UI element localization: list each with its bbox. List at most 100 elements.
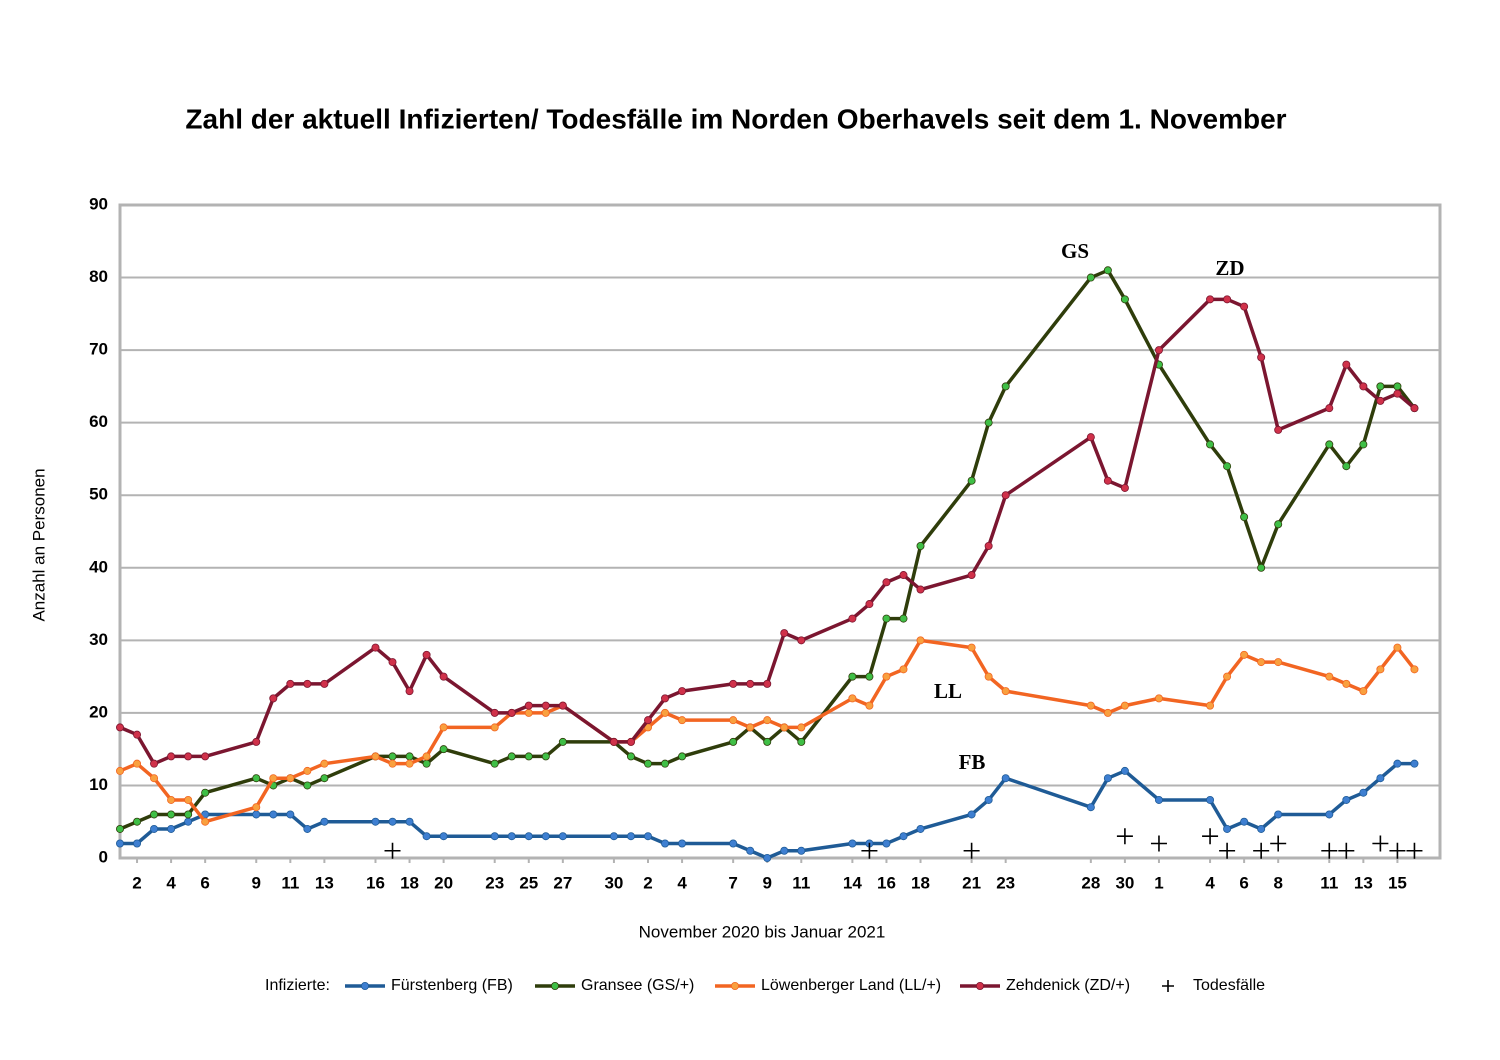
point: [661, 839, 670, 848]
point: [303, 766, 312, 775]
point: [1325, 404, 1334, 413]
point: [116, 723, 125, 732]
point: [184, 810, 193, 819]
point: [729, 839, 738, 848]
point: [524, 832, 533, 841]
x-tick-label: 4: [1205, 873, 1215, 892]
x-tick-label: 18: [400, 873, 419, 892]
point: [269, 810, 278, 819]
point: [1359, 788, 1368, 797]
point: [1410, 665, 1419, 674]
point: [1223, 295, 1232, 304]
death-marker: [1372, 835, 1389, 852]
death-marker: [1389, 842, 1406, 859]
point: [201, 817, 210, 826]
point: [252, 803, 261, 812]
point: [558, 737, 567, 746]
point: [746, 846, 755, 855]
point: [252, 810, 261, 819]
point: [1206, 701, 1215, 710]
x-tick-label: 25: [519, 873, 538, 892]
point: [269, 774, 278, 783]
death-marker: [1219, 842, 1236, 859]
x-tick-label: 13: [1354, 873, 1373, 892]
legend-label: Todesfälle: [1193, 977, 1265, 994]
point: [133, 730, 142, 739]
point: [1001, 774, 1010, 783]
point: [116, 824, 125, 833]
point: [405, 817, 414, 826]
point: [541, 752, 550, 761]
point: [746, 679, 755, 688]
point: [916, 585, 925, 594]
point: [422, 650, 431, 659]
legend-marker: [731, 982, 740, 991]
point: [320, 679, 329, 688]
point: [916, 542, 925, 551]
point: [1393, 389, 1402, 398]
point: [1274, 425, 1283, 434]
x-tick-label: 23: [996, 873, 1015, 892]
point: [609, 737, 618, 746]
point: [882, 672, 891, 681]
point: [1001, 687, 1010, 696]
chart-title: Zahl der aktuell Infizierten/ Todesfälle…: [185, 103, 1286, 134]
point: [644, 759, 653, 768]
point: [780, 846, 789, 855]
point: [1001, 382, 1010, 391]
legend-marker: [551, 982, 560, 991]
legend-label: Löwenberger Land (LL/+): [761, 977, 941, 994]
y-tick-label: 30: [89, 630, 108, 649]
point: [763, 716, 772, 725]
point: [116, 839, 125, 848]
point: [1086, 433, 1095, 442]
point: [678, 839, 687, 848]
point: [1120, 295, 1129, 304]
point: [882, 578, 891, 587]
point: [371, 752, 380, 761]
x-tick-label: 1: [1154, 873, 1163, 892]
annotation: GS: [1061, 239, 1089, 263]
y-axis-label: Anzahl an Personen: [29, 468, 48, 621]
point: [1223, 824, 1232, 833]
point: [626, 752, 635, 761]
point: [405, 752, 414, 761]
point: [848, 672, 857, 681]
point: [269, 694, 278, 703]
point: [388, 658, 397, 667]
point: [388, 759, 397, 768]
point: [729, 679, 738, 688]
point: [439, 745, 448, 754]
x-tick-label: 11: [281, 873, 299, 892]
point: [201, 788, 210, 797]
y-tick-label: 80: [89, 267, 108, 286]
annotation: LL: [934, 679, 962, 703]
point: [916, 636, 925, 645]
point: [1240, 302, 1249, 311]
point: [1206, 295, 1215, 304]
y-tick-label: 40: [89, 557, 108, 576]
x-tick-label: 23: [485, 873, 504, 892]
point: [303, 781, 312, 790]
point: [116, 766, 125, 775]
point: [1154, 694, 1163, 703]
point: [916, 824, 925, 833]
point: [1342, 795, 1351, 804]
point: [661, 708, 670, 717]
point: [405, 759, 414, 768]
point: [320, 817, 329, 826]
point: [899, 665, 908, 674]
point: [1410, 759, 1419, 768]
point: [490, 759, 499, 768]
plot-border: [118, 203, 1442, 860]
point: [405, 687, 414, 696]
point: [371, 817, 380, 826]
point: [286, 679, 295, 688]
point: [678, 716, 687, 725]
point: [967, 810, 976, 819]
point: [133, 759, 142, 768]
x-tick-label: 2: [643, 873, 652, 892]
point: [184, 817, 193, 826]
death-marker: [963, 842, 980, 859]
point: [1240, 650, 1249, 659]
